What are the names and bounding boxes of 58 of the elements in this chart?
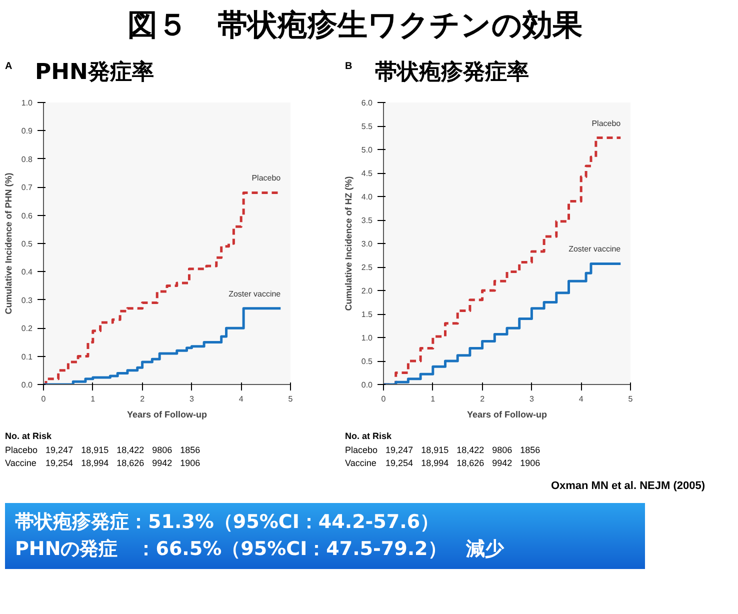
y-tick-label: 1.5 bbox=[361, 310, 374, 319]
y-tick-label: 4.5 bbox=[361, 169, 374, 178]
x-tick-label: 0 bbox=[381, 394, 386, 404]
y-tick-label: 0.9 bbox=[21, 126, 34, 136]
x-tick-label: 3 bbox=[529, 394, 534, 404]
y-tick-label: 5.0 bbox=[361, 146, 374, 154]
text: Placebo 19,247 18,915 18,422 9806 1856 bbox=[5, 444, 202, 457]
x-tick-label: 5 bbox=[628, 394, 634, 404]
text: B bbox=[345, 61, 352, 72]
text: Oxman MN et al. NEJM (2005) bbox=[550, 479, 705, 494]
text: 帯状疱疹発症：51.3%（95%CI：44.2-57.6） bbox=[15, 511, 440, 533]
y-tick-label: 0.2 bbox=[21, 324, 34, 334]
x-axis-title: Years of Follow-up bbox=[466, 410, 548, 420]
x-tick-label: 0 bbox=[41, 394, 46, 404]
x-axis-title: Years of Follow-up bbox=[126, 410, 208, 420]
text: A bbox=[5, 61, 12, 72]
y-tick-label: 2.5 bbox=[361, 263, 374, 272]
y-tick-label: 1.0 bbox=[361, 334, 374, 342]
y-tick-label: 0.7 bbox=[21, 183, 34, 192]
text: No. at Risk bbox=[5, 431, 52, 441]
chart-title: PHN発症率 bbox=[35, 58, 154, 87]
y-tick-label: 3.5 bbox=[361, 216, 374, 225]
x-tick-label: 2 bbox=[480, 394, 486, 404]
series-label: Placebo bbox=[592, 118, 622, 128]
y-tick-label: 5.5 bbox=[361, 122, 374, 131]
y-tick-label: 2.0 bbox=[361, 286, 374, 296]
y-tick-label: 0.8 bbox=[21, 154, 34, 164]
x-tick-label: 2 bbox=[140, 394, 146, 404]
x-tick-label: 4 bbox=[578, 394, 584, 404]
y-tick-label: 3.0 bbox=[361, 240, 374, 248]
series-label: Zoster vaccine bbox=[228, 289, 282, 298]
y-tick-label: 0.6 bbox=[21, 211, 34, 220]
text: Vaccine 19,254 18,994 18,626 9942 1906 bbox=[5, 456, 202, 470]
text: PHNの発症 ：66.5%（95%CI：47.5-79.2） 減少 bbox=[15, 538, 504, 560]
x-tick-label: 1 bbox=[90, 394, 96, 404]
x-tick-label: 3 bbox=[189, 394, 194, 404]
y-tick-label: 0.5 bbox=[21, 240, 34, 248]
text: No. at Risk bbox=[345, 431, 392, 441]
series-label: Placebo bbox=[252, 174, 282, 183]
y-axis-title: Cumulative Incidence of PHN (%) bbox=[3, 172, 14, 314]
text: Placebo 19,247 18,915 18,422 9806 1856 bbox=[345, 444, 542, 457]
y-tick-label: 0.0 bbox=[361, 380, 374, 390]
y-tick-label: 0.0 bbox=[21, 380, 34, 390]
x-tick-label: 1 bbox=[430, 394, 436, 404]
x-tick-label: 4 bbox=[238, 394, 244, 404]
y-tick-label: 4.0 bbox=[361, 192, 374, 202]
y-tick-label: 0.1 bbox=[21, 352, 34, 362]
y-tick-label: 0.4 bbox=[21, 268, 34, 277]
text: Vaccine 19,254 18,994 18,626 9942 1906 bbox=[345, 456, 542, 470]
y-tick-label: 0.3 bbox=[21, 296, 34, 305]
x-tick-label: 5 bbox=[288, 394, 294, 404]
y-tick-label: 0.5 bbox=[361, 357, 374, 366]
y-tick-label: 6.0 bbox=[361, 98, 374, 108]
series-label: Zoster vaccine bbox=[568, 244, 622, 254]
y-tick-label: 1.0 bbox=[21, 98, 34, 108]
y-axis-title: Cumulative Incidence of HZ (%) bbox=[343, 176, 354, 311]
text: 図５ 帯状疱疹生ワクチンの効果 bbox=[126, 7, 584, 45]
chart-title: 帯状疱疹発症率 bbox=[375, 58, 529, 87]
